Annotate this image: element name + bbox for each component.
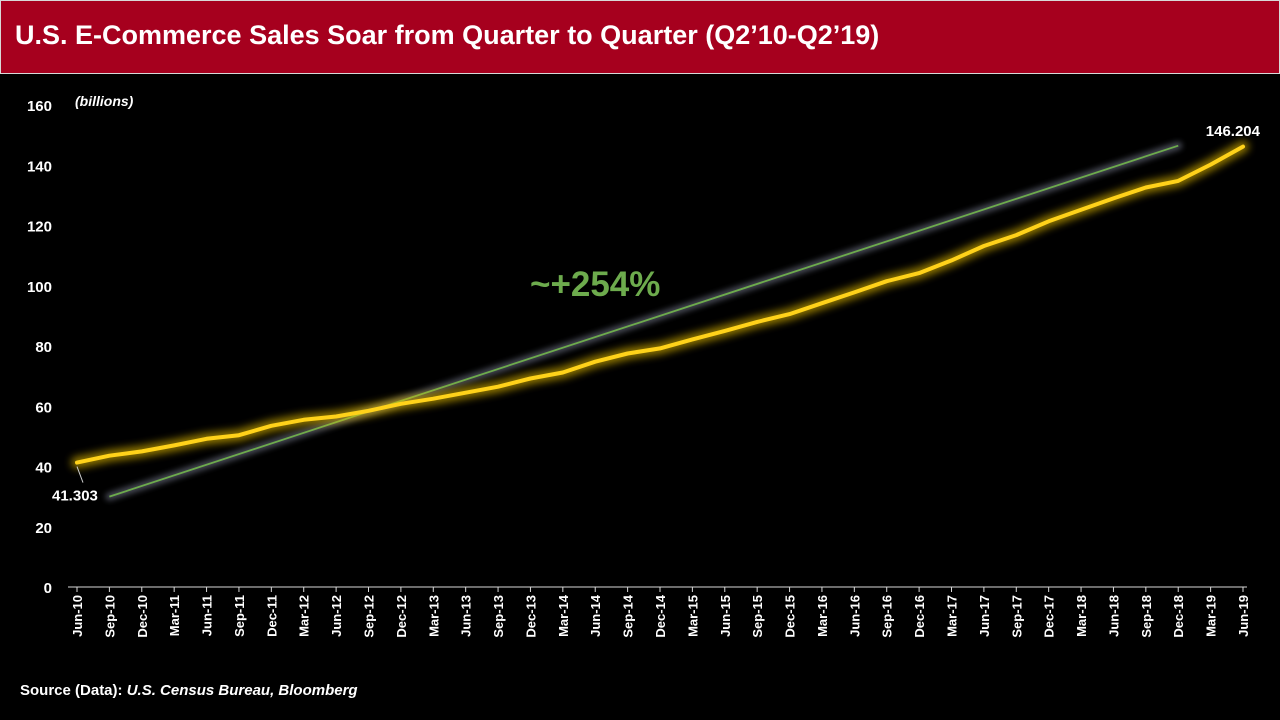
first-value-label: 41.303 (52, 488, 98, 505)
x-tick-label: Dec-15 (783, 595, 798, 638)
x-tick-label: Jun-19 (1236, 595, 1251, 637)
x-tick-label: Jun-14 (588, 594, 603, 637)
y-tick-label: 0 (44, 580, 52, 597)
y-tick-label: 100 (27, 279, 52, 296)
trendline (109, 144, 1179, 498)
title-bar: U.S. E-Commerce Sales Soar from Quarter … (0, 0, 1280, 74)
x-tick-label: Sep-17 (1009, 595, 1024, 638)
x-tick-label: Sep-14 (621, 594, 636, 637)
x-tick-label: Jun-11 (200, 595, 215, 636)
x-tick-label: Mar-13 (426, 595, 441, 637)
y-tick-label: 40 (35, 460, 52, 477)
x-tick-label: Dec-12 (394, 595, 409, 638)
x-tick-label: Dec-10 (135, 595, 150, 638)
y-tick-label: 60 (35, 399, 52, 416)
y-axis-unit-label: (billions) (75, 93, 134, 109)
last-value-label: 146.204 (1206, 123, 1261, 140)
y-tick-label: 80 (35, 339, 52, 356)
x-tick-label: Mar-14 (556, 594, 571, 637)
series-line-glow (71, 140, 1249, 469)
first-value-leader (76, 466, 84, 483)
y-tick-label: 160 (27, 98, 52, 115)
x-tick-label: Jun-18 (1106, 595, 1121, 637)
x-tick-label: Dec-17 (1042, 595, 1057, 638)
source-label: Source (Data): (20, 682, 123, 699)
source-value: U.S. Census Bureau, Bloomberg (126, 682, 358, 699)
y-tick-label: 140 (27, 158, 52, 175)
page-title: U.S. E-Commerce Sales Soar from Quarter … (15, 20, 880, 50)
line-chart: 0 20 40 60 80 100 120 140 160 Jun-10 Sep-10 Dec-10 M… (27, 93, 1261, 638)
x-tick-label: Mar-11 (167, 595, 182, 636)
x-tick-label: Sep-12 (362, 595, 377, 638)
x-tick-label: Mar-19 (1204, 595, 1219, 637)
x-tick-label: Sep-13 (491, 595, 506, 638)
y-tick-label: 20 (35, 520, 52, 537)
series-line (75, 144, 1245, 465)
growth-annotation: ~+254% (530, 265, 660, 304)
x-tick-label: Jun-15 (718, 595, 733, 637)
x-tick-label: Dec-11 (264, 595, 279, 637)
x-tick-label: Mar-18 (1074, 595, 1089, 637)
x-tick-label: Dec-16 (912, 595, 927, 638)
x-tick-label: Jun-17 (977, 595, 992, 637)
x-tick-label: Sep-16 (880, 595, 895, 638)
x-tick-label: Sep-15 (750, 595, 765, 638)
x-tick-label: Dec-13 (523, 595, 538, 638)
y-tick-label: 120 (27, 219, 52, 236)
x-tick-label: Sep-11 (232, 595, 247, 637)
x-tick-label: Mar-17 (945, 595, 960, 637)
x-tick-label: Mar-16 (815, 595, 830, 637)
x-tick-label: Sep-18 (1139, 595, 1154, 638)
source-note: Source (Data): U.S. Census Bureau, Bloom… (20, 682, 358, 699)
x-tick-label: Sep-10 (102, 595, 117, 638)
x-tick-label: Mar-15 (685, 595, 700, 637)
x-tick-label: Jun-16 (847, 595, 862, 637)
x-tick-label: Jun-12 (329, 595, 344, 637)
x-tick-label: Mar-12 (297, 595, 312, 637)
x-tick-label: Jun-10 (70, 595, 85, 637)
x-tick-label: Dec-18 (1171, 595, 1186, 638)
x-tick-label: Jun-13 (459, 595, 474, 637)
x-tick-label: Dec-14 (653, 594, 668, 637)
